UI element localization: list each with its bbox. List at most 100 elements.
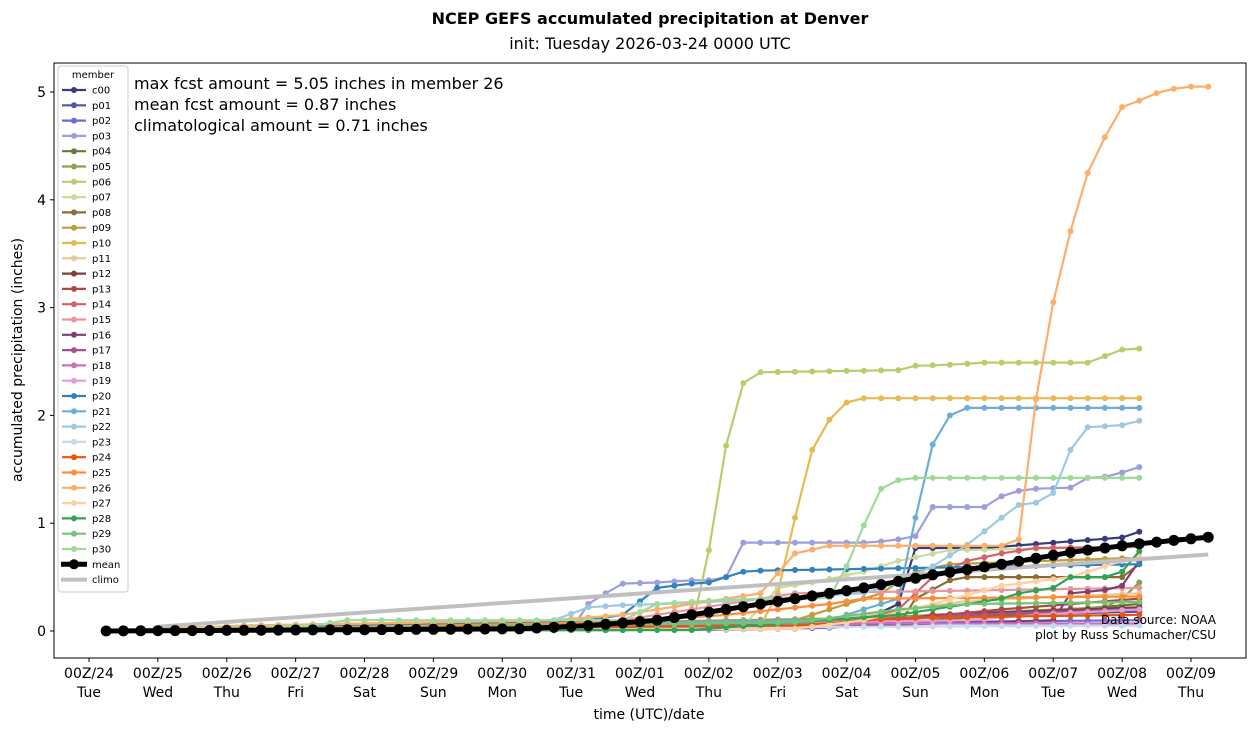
data-point — [792, 539, 798, 546]
legend-item-c00[interactable]: c00 — [62, 86, 110, 97]
data-point — [688, 626, 695, 633]
data-point — [634, 616, 646, 628]
data-point — [1033, 485, 1039, 492]
data-point — [1116, 540, 1128, 552]
legend-item-p18[interactable]: p18 — [62, 361, 111, 372]
data-point — [221, 624, 233, 636]
legend-item-p30[interactable]: p30 — [62, 545, 111, 556]
data-point — [169, 625, 181, 637]
legend-item-p12[interactable]: p12 — [62, 269, 111, 280]
legend-item-p25[interactable]: p25 — [62, 468, 111, 479]
legend-item-p17[interactable]: p17 — [62, 346, 111, 357]
data-point — [1015, 580, 1022, 587]
legend-item-p26[interactable]: p26 — [62, 483, 111, 494]
data-point — [964, 504, 971, 510]
data-point — [516, 617, 523, 624]
data-point — [1188, 83, 1194, 90]
data-point — [981, 504, 988, 510]
data-point — [946, 395, 953, 402]
data-point — [1136, 474, 1143, 481]
legend-item-p22[interactable]: p22 — [62, 422, 111, 433]
legend-item-p06[interactable]: p06 — [62, 177, 111, 188]
data-point — [1067, 404, 1074, 411]
x-tick-label-time: 00Z/01 — [615, 666, 665, 682]
legend-marker — [71, 117, 77, 124]
legend-item-p11[interactable]: p11 — [62, 254, 111, 265]
data-point — [1101, 134, 1108, 141]
data-point — [895, 565, 902, 572]
legend-item-p07[interactable]: p07 — [62, 193, 111, 204]
data-point — [1151, 536, 1163, 548]
data-point — [998, 514, 1005, 521]
data-point — [637, 601, 643, 608]
data-point — [878, 565, 885, 572]
legend-item-p04[interactable]: p04 — [62, 147, 111, 158]
data-point — [946, 542, 953, 549]
data-point — [152, 625, 164, 637]
data-point — [1136, 97, 1143, 104]
data-point — [757, 608, 764, 615]
legend-item-p29[interactable]: p29 — [62, 529, 111, 540]
data-point — [1119, 568, 1126, 575]
legend-item-p19[interactable]: p19 — [62, 376, 111, 387]
data-point — [858, 582, 870, 594]
legend-item-p15[interactable]: p15 — [62, 315, 111, 326]
data-point — [1136, 611, 1143, 618]
data-point — [324, 624, 336, 636]
data-point — [895, 557, 902, 564]
legend-item-p01[interactable]: p01 — [62, 101, 111, 112]
legend-item-p02[interactable]: p02 — [62, 116, 111, 127]
data-point — [961, 564, 973, 576]
legend-item-p27[interactable]: p27 — [62, 499, 111, 510]
data-point — [996, 558, 1008, 570]
legend-marker — [69, 559, 79, 570]
data-point — [964, 557, 971, 564]
data-point — [740, 539, 747, 546]
legend-item-p03[interactable]: p03 — [62, 131, 111, 142]
legend-marker — [71, 331, 77, 338]
data-point — [1185, 533, 1197, 545]
legend-item-p10[interactable]: p10 — [62, 239, 111, 250]
data-point — [912, 623, 919, 630]
data-point — [944, 566, 956, 578]
legend-item-p09[interactable]: p09 — [62, 223, 111, 234]
legend-label: p07 — [92, 193, 111, 204]
legend-label: p14 — [92, 300, 111, 311]
legend: member c00 p01 p02 p03 p04 p05 p06 p07 p08 p09 p10… — [57, 65, 129, 593]
legend-item-p23[interactable]: p23 — [62, 437, 111, 448]
data-point — [878, 485, 885, 492]
data-point — [1033, 545, 1039, 551]
data-point — [912, 554, 919, 561]
data-point — [413, 617, 420, 624]
legend-item-p05[interactable]: p05 — [62, 162, 111, 173]
legend-item-p16[interactable]: p16 — [62, 330, 111, 341]
data-point — [964, 601, 971, 607]
data-point — [1033, 623, 1039, 629]
data-point — [860, 565, 867, 572]
data-point — [929, 563, 936, 570]
data-point — [1033, 594, 1039, 601]
legend-item-p14[interactable]: p14 — [62, 300, 111, 311]
legend-item-mean[interactable]: mean — [61, 559, 120, 571]
data-point — [1136, 417, 1143, 424]
data-point — [1033, 578, 1039, 585]
data-point — [688, 580, 695, 587]
data-point — [1082, 544, 1094, 556]
data-point — [1205, 83, 1212, 90]
data-point — [792, 514, 798, 521]
legend-item-p13[interactable]: p13 — [62, 284, 111, 295]
legend-item-p28[interactable]: p28 — [62, 514, 111, 525]
legend-item-climo[interactable]: climo — [61, 575, 119, 586]
data-point — [826, 615, 833, 622]
data-point — [946, 623, 953, 630]
data-point — [686, 609, 698, 621]
legend-item-p20[interactable]: p20 — [62, 392, 111, 403]
data-point — [895, 477, 902, 484]
legend-item-p08[interactable]: p08 — [62, 208, 111, 219]
data-point — [964, 542, 971, 549]
legend-item-p21[interactable]: p21 — [62, 407, 111, 418]
legend-item-p24[interactable]: p24 — [62, 453, 111, 464]
data-point — [1119, 534, 1126, 541]
y-tick-label: 4 — [37, 193, 46, 209]
climo-line — [157, 552, 1209, 629]
